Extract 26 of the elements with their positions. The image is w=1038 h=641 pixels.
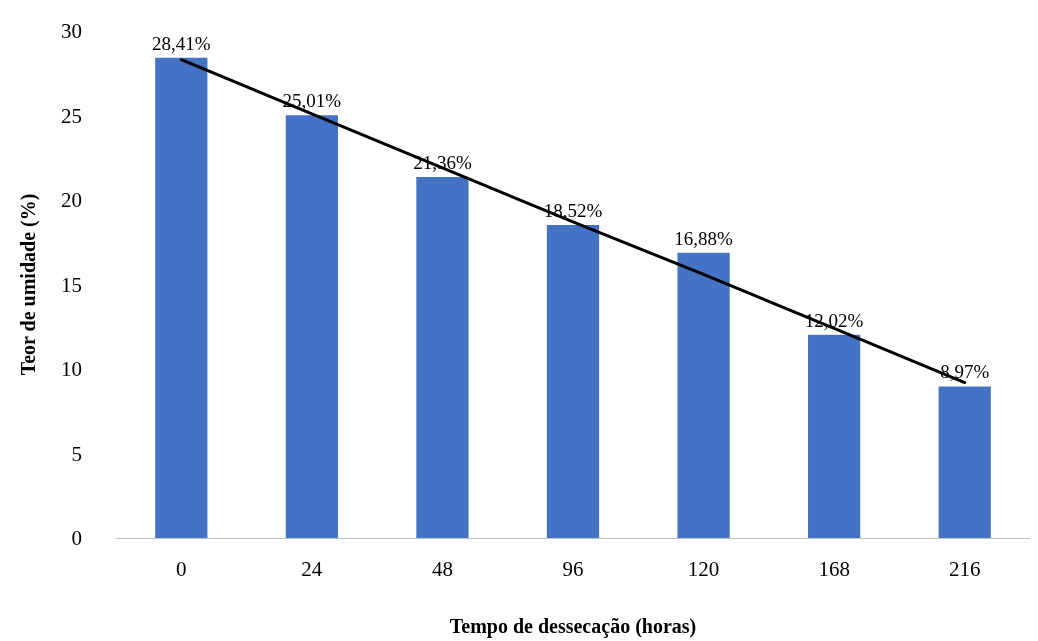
x-tick-label: 0 [176,556,187,581]
y-tick-label: 15 [61,272,82,297]
y-axis-title: Teor de umidade (%) [17,193,40,376]
data-label: 28,41% [152,32,211,54]
bar [808,334,861,538]
x-tick-label: 216 [948,556,981,581]
x-tick-label: 24 [301,556,323,581]
x-tick-label: 48 [431,556,453,581]
y-tick-label: 30 [61,19,82,43]
y-tick-label: 10 [61,357,82,381]
x-tick-label: 168 [818,556,850,581]
y-tick-label: 0 [71,526,82,550]
bar [416,177,469,538]
y-tick-label: 25 [61,103,82,128]
bar [677,252,730,538]
data-label: 16,88% [674,227,734,249]
x-tick-label: 120 [687,556,720,581]
y-tick-label: 5 [71,441,82,466]
bar [546,225,600,538]
bar [938,386,991,538]
bar [285,115,338,538]
x-axis-title: Tempo de dessecação (horas) [449,615,697,638]
data-label: 25,01% [282,90,342,112]
bar [155,57,208,538]
y-tick-label: 20 [61,188,82,212]
x-tick-label: 96 [562,556,584,581]
